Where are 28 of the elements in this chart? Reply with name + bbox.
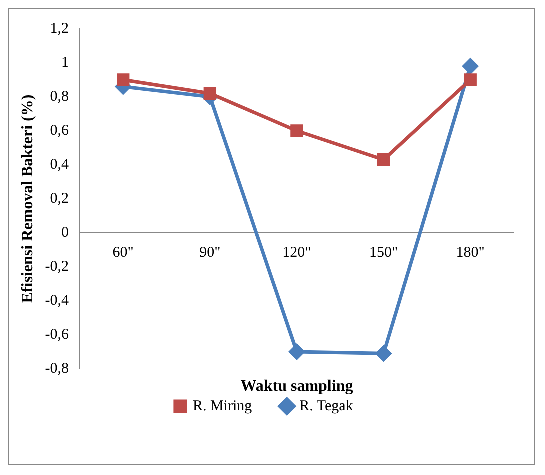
point	[462, 58, 478, 74]
y-tick-label: 1,2	[50, 20, 69, 37]
x-tick-label: 120"	[282, 244, 312, 261]
point	[117, 74, 130, 86]
x-tick-label: 150"	[369, 244, 398, 261]
x-axis-title: Waktu sampling	[240, 378, 354, 396]
point	[377, 154, 390, 166]
point	[464, 74, 477, 86]
x-tick-label: 180"	[456, 244, 485, 261]
y-tick-label: -0,6	[45, 326, 70, 343]
x-tick-label: 90"	[200, 244, 221, 261]
point	[376, 346, 392, 362]
y-tick-label: 0	[61, 224, 69, 241]
y-tick-label: -0,4	[45, 292, 70, 309]
point	[289, 344, 305, 360]
y-tick-label: 0,2	[50, 190, 69, 207]
y-tick-label: 0,6	[50, 122, 70, 139]
y-tick-label: -0,8	[45, 360, 69, 377]
point	[290, 124, 304, 138]
y-tick-label: -0,2	[45, 258, 69, 275]
legend-label: R. Tegak	[300, 398, 354, 414]
x-tick-label: 60"	[112, 244, 134, 261]
y-axis-title: Efisiensi Removal Bakteri (%)	[20, 94, 37, 304]
legend-label: R. Miring	[192, 398, 253, 414]
point	[204, 87, 217, 100]
y-tick-label: 1	[61, 54, 69, 71]
y-tick-label: 0,4	[50, 156, 70, 173]
y-tick-label: 0,8	[50, 88, 69, 105]
